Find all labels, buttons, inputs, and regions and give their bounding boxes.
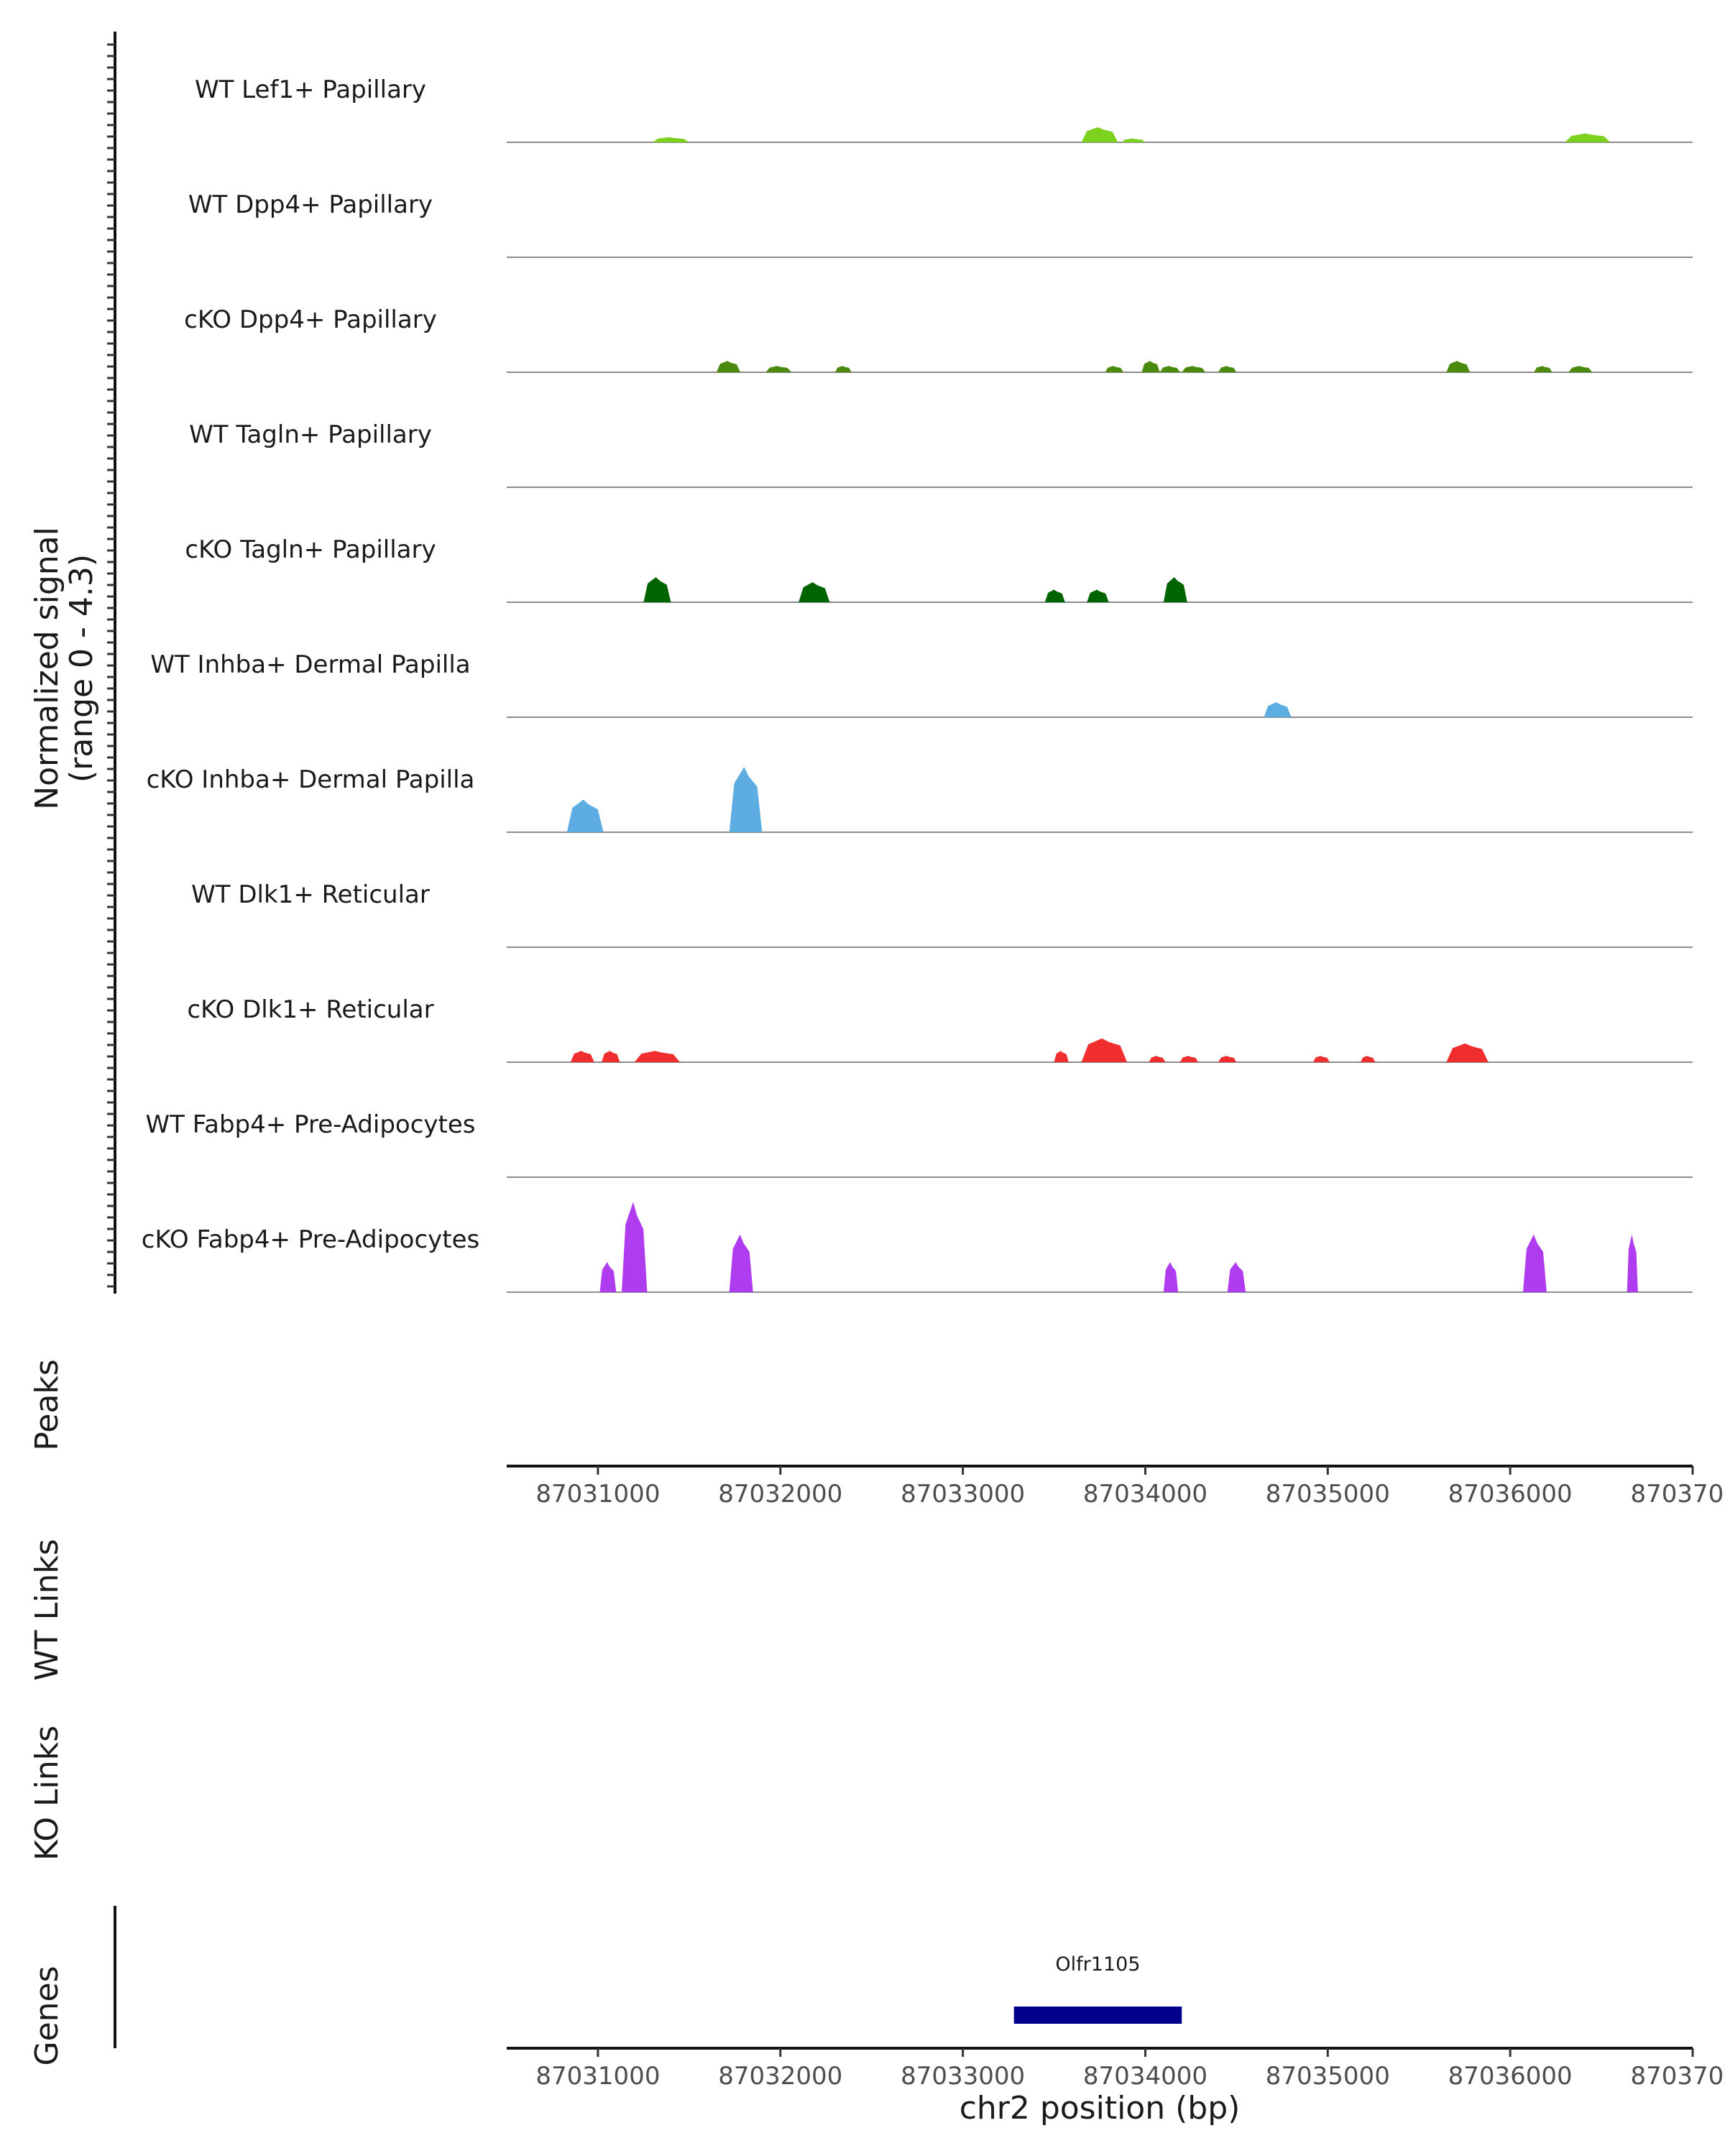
- track-label: cKO Dlk1+ Reticular: [187, 995, 433, 1024]
- y-axis-title: Normalized signal: [29, 527, 65, 810]
- signal-peak: [729, 767, 763, 832]
- signal-peak: [621, 1202, 648, 1292]
- x-tick-label: 87031000: [535, 2062, 660, 2091]
- signal-peak: [1121, 138, 1146, 142]
- track-label: WT Fabp4+ Pre-Adipocytes: [146, 1110, 476, 1139]
- signal-peak: [1627, 1234, 1638, 1292]
- x-tick-label: 87031000: [535, 1480, 660, 1508]
- signal-peak: [1163, 577, 1187, 602]
- x-tick-label: 87033000: [901, 2062, 1025, 2091]
- signal-peak: [1081, 1038, 1128, 1062]
- signal-peak: [1087, 589, 1109, 602]
- genes-x-axis: 87031000 87032000 87033000 87034000 87035000…: [507, 2047, 1725, 2091]
- signal-peak: [1534, 366, 1552, 372]
- signal-peak: [1044, 589, 1065, 602]
- track-label: cKO Inhba+ Dermal Papilla: [147, 765, 475, 794]
- x-tick-label: 87033000: [901, 1480, 1025, 1508]
- track-label: WT Dlk1+ Reticular: [191, 880, 430, 909]
- signal-peak: [799, 582, 830, 602]
- side-track-label: Genes: [29, 1966, 65, 2065]
- signal-peak: [729, 1234, 753, 1292]
- signal-peak: [1568, 366, 1593, 372]
- signal-peak: [653, 137, 689, 142]
- x-tick-label: 87032000: [718, 2062, 842, 2091]
- side-track-labels: Peaks WT Links KO Links Genes: [29, 1359, 65, 2065]
- signal-peak: [1141, 361, 1160, 372]
- coverage-track: cKO Fabp4+ Pre-Adipocytes: [142, 1202, 1693, 1293]
- signal-peak: [716, 361, 740, 372]
- coverage-track: WT Tagln+ Papillary: [189, 420, 1693, 488]
- coverage-track: WT Inhba+ Dermal Papilla: [150, 650, 1693, 718]
- y-axis-range: (range 0 - 4.3): [63, 554, 100, 783]
- signal-peak: [1565, 133, 1611, 142]
- signal-peak: [1361, 1056, 1376, 1062]
- gene-body: [1013, 2007, 1182, 2024]
- track-label: WT Inhba+ Dermal Papilla: [150, 650, 470, 679]
- signal-peak: [602, 1051, 620, 1062]
- signal-peak: [634, 1051, 681, 1062]
- signal-peak: [1522, 1234, 1547, 1292]
- coverage-track: WT Lef1+ Papillary: [195, 75, 1693, 143]
- signal-peak: [1054, 1051, 1069, 1062]
- signal-peak: [599, 1262, 617, 1292]
- signal-peak: [570, 1051, 594, 1062]
- side-track-label: Peaks: [29, 1359, 65, 1450]
- x-tick-label: 87032000: [718, 1480, 842, 1508]
- genes-track: Olfr1105: [114, 1906, 1182, 2048]
- track-label: cKO Tagln+ Papillary: [185, 535, 436, 564]
- x-tick-label: 87036000: [1448, 2062, 1573, 2091]
- signal-peak: [1218, 366, 1237, 372]
- coverage-track: cKO Tagln+ Papillary: [185, 535, 1693, 603]
- signal-peak: [1218, 1056, 1237, 1062]
- signal-peak: [566, 799, 604, 832]
- x-tick-label: 87037000: [1630, 1480, 1725, 1508]
- x-tick-label: 87035000: [1266, 2062, 1390, 2091]
- signal-peak: [1313, 1056, 1330, 1062]
- signal-peak: [765, 366, 791, 372]
- x-tick-label: 87037000: [1630, 2062, 1725, 2091]
- signal-peak: [1264, 702, 1292, 717]
- signal-peak: [1081, 127, 1118, 142]
- coverage-tracks: WT Lef1+ Papillary WT Dpp4+ Papillary cKO …: [142, 75, 1693, 1293]
- signal-peak: [643, 577, 671, 602]
- x-tick-label: 87034000: [1083, 1480, 1208, 1508]
- signal-y-axis: [107, 32, 116, 1294]
- signal-peak: [1446, 1043, 1489, 1062]
- coverage-track: WT Dpp4+ Papillary: [188, 190, 1693, 258]
- x-tick-label: 87035000: [1266, 1480, 1390, 1508]
- x-tick-label: 87036000: [1448, 1480, 1573, 1508]
- coverage-track: cKO Dlk1+ Reticular: [187, 995, 1693, 1063]
- coverage-track: cKO Inhba+ Dermal Papilla: [147, 765, 1693, 833]
- side-track-label: WT Links: [29, 1539, 65, 1680]
- signal-peak: [1159, 366, 1180, 372]
- signal-peak: [1163, 1262, 1179, 1292]
- x-tick-label: 87034000: [1083, 2062, 1208, 2091]
- coverage-track: cKO Dpp4+ Papillary: [184, 305, 1693, 373]
- track-label: WT Lef1+ Papillary: [195, 75, 426, 104]
- track-label: WT Dpp4+ Papillary: [188, 190, 433, 219]
- x-axis-title: chr2 position (bp): [960, 2090, 1241, 2127]
- signal-peak: [1149, 1056, 1166, 1062]
- track-label: cKO Fabp4+ Pre-Adipocytes: [142, 1225, 480, 1254]
- coverage-track: WT Dlk1+ Reticular: [191, 880, 1693, 948]
- coverage-track: WT Fabp4+ Pre-Adipocytes: [146, 1110, 1693, 1178]
- gene-label: Olfr1105: [1055, 1953, 1140, 1976]
- peaks-x-axis: 87031000 87032000 87033000 87034000 87035000…: [507, 1465, 1725, 1508]
- side-track-label: KO Links: [29, 1726, 65, 1861]
- signal-peak: [1227, 1262, 1246, 1292]
- track-label: cKO Dpp4+ Papillary: [184, 305, 437, 334]
- signal-peak: [1179, 1056, 1199, 1062]
- track-label: WT Tagln+ Papillary: [189, 420, 432, 449]
- signal-peak: [1105, 366, 1123, 372]
- signal-peak: [834, 366, 852, 372]
- signal-peak: [1182, 366, 1206, 372]
- signal-peak: [1446, 361, 1471, 372]
